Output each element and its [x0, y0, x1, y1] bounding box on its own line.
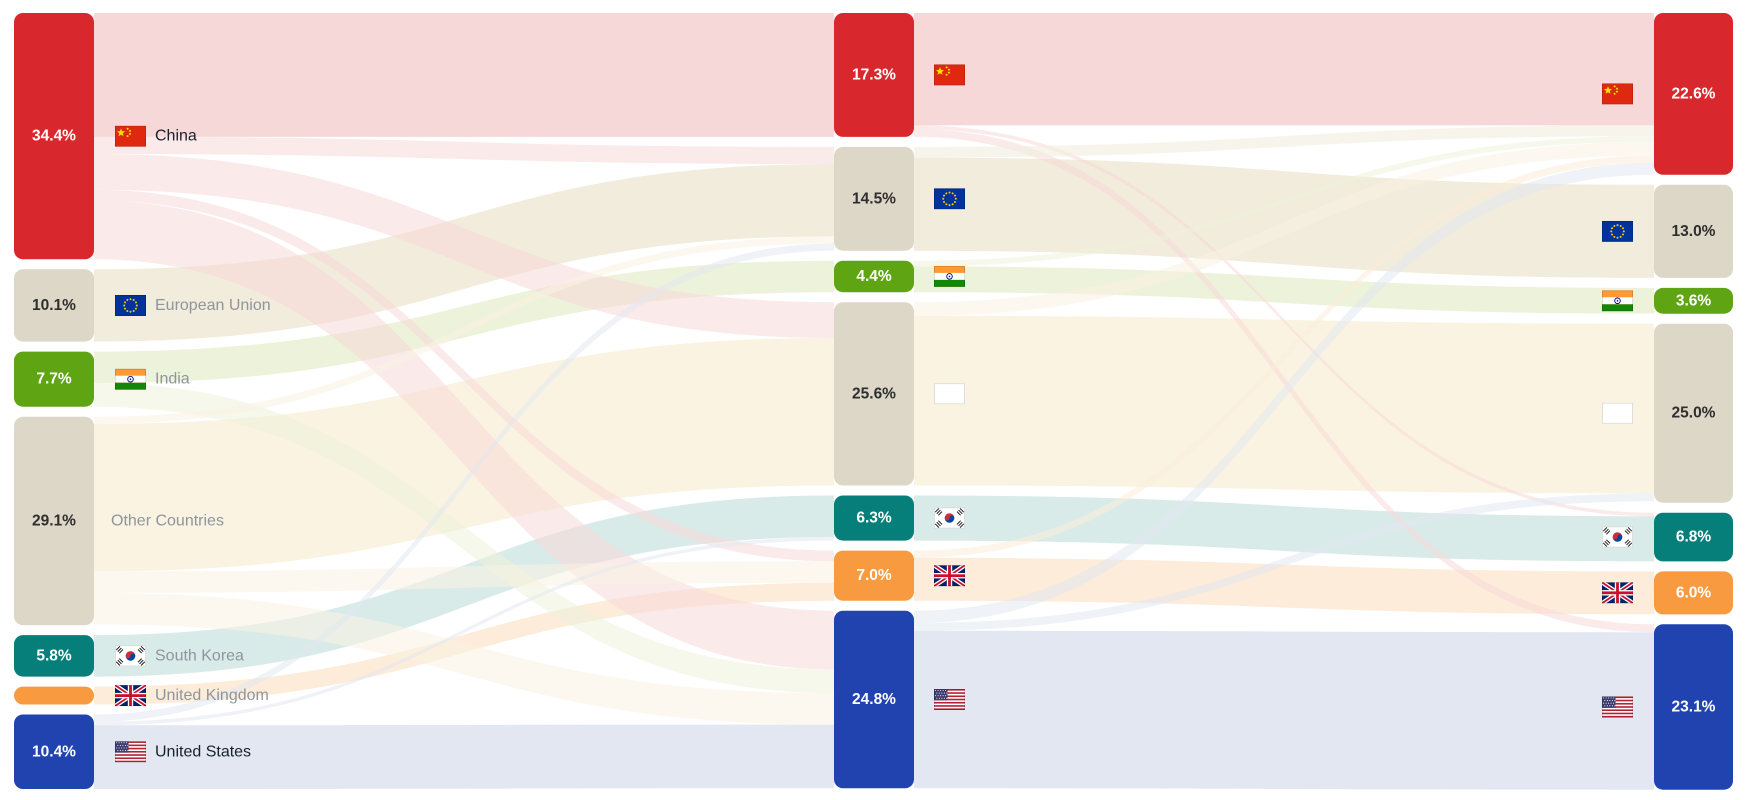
flow-stage1-other-eu[interactable]: [94, 236, 834, 424]
node-middle-kr[interactable]: [834, 495, 914, 541]
kr-flag-icon: [934, 507, 965, 529]
kr-flag-icon: [1602, 526, 1633, 548]
flow-stage2-china-china[interactable]: [914, 13, 1654, 126]
blank-flag-icon: [934, 383, 965, 405]
node-start-china[interactable]: [14, 13, 94, 260]
node-middle-china[interactable]: [834, 13, 914, 137]
flow-stage1-china-eu[interactable]: [94, 136, 834, 165]
gb-flag-icon: [1602, 582, 1633, 604]
node-end-india[interactable]: [1654, 287, 1733, 314]
node-middle-uk[interactable]: [834, 550, 914, 601]
flow-stage1-us-eu[interactable]: [94, 243, 834, 722]
flow-stage1-us-us[interactable]: [94, 724, 834, 789]
in-flag-icon: [1602, 290, 1633, 312]
node-middle-eu[interactable]: [834, 146, 914, 251]
blank-flag-icon: [1602, 402, 1633, 424]
us-flag-icon: [1602, 696, 1633, 718]
node-end-eu[interactable]: [1654, 184, 1733, 278]
node-start-india[interactable]: [14, 351, 94, 407]
flow-stage2-other-china[interactable]: [914, 141, 1654, 316]
kr-flag-icon: [115, 645, 146, 667]
node-end-uk[interactable]: [1654, 571, 1733, 615]
flow-stage1-other-uk[interactable]: [94, 561, 834, 593]
flow-stage1-india-us[interactable]: [94, 383, 834, 694]
us-flag-icon: [115, 741, 146, 763]
us-flag-icon: [934, 689, 965, 710]
flow-stage2-other-other[interactable]: [914, 315, 1654, 494]
in-flag-icon: [115, 368, 146, 390]
flow-stage1-china-uk[interactable]: [94, 189, 834, 562]
eu-flag-icon: [934, 188, 965, 210]
flow-stage1-us-kr[interactable]: [94, 537, 834, 726]
node-start-kr[interactable]: [14, 635, 94, 677]
eu-flag-icon: [1602, 220, 1633, 242]
flow-stage2-eu-china[interactable]: [914, 125, 1654, 158]
flow-stage2-china-kr[interactable]: [914, 125, 1654, 517]
in-flag-icon: [934, 265, 965, 287]
node-start-eu[interactable]: [14, 269, 94, 342]
gb-flag-icon: [115, 685, 146, 707]
flow-stage2-india-india[interactable]: [914, 266, 1654, 314]
node-end-us[interactable]: [1654, 624, 1733, 790]
flow-stage2-uk-china[interactable]: [914, 155, 1654, 558]
node-start-other[interactable]: [14, 416, 94, 626]
flow-stage2-us-us[interactable]: [914, 630, 1654, 790]
flow-stage2-us-other[interactable]: [914, 493, 1654, 631]
node-middle-other[interactable]: [834, 302, 914, 486]
flow-stage1-china-other[interactable]: [94, 154, 834, 338]
flow-stage1-other-us[interactable]: [94, 592, 834, 725]
gb-flag-icon: [934, 565, 965, 587]
flow-stage2-india-china[interactable]: [914, 136, 1654, 267]
node-start-us[interactable]: [14, 714, 94, 790]
node-end-other[interactable]: [1654, 323, 1733, 503]
node-middle-india[interactable]: [834, 260, 914, 293]
node-end-china[interactable]: [1654, 13, 1733, 175]
flow-stage1-china-us[interactable]: [94, 200, 834, 670]
flow-stage2-us-china[interactable]: [914, 162, 1654, 623]
cn-flag-icon: [1602, 83, 1633, 105]
node-middle-us[interactable]: [834, 610, 914, 789]
flow-stage1-china-china[interactable]: [94, 13, 834, 137]
node-start-uk[interactable]: [14, 686, 94, 705]
flow-stage2-china-us[interactable]: [914, 129, 1654, 633]
cn-flag-icon: [115, 125, 146, 147]
cn-flag-icon: [934, 64, 965, 86]
eu-flag-icon: [115, 295, 146, 316]
node-end-kr[interactable]: [1654, 512, 1733, 562]
